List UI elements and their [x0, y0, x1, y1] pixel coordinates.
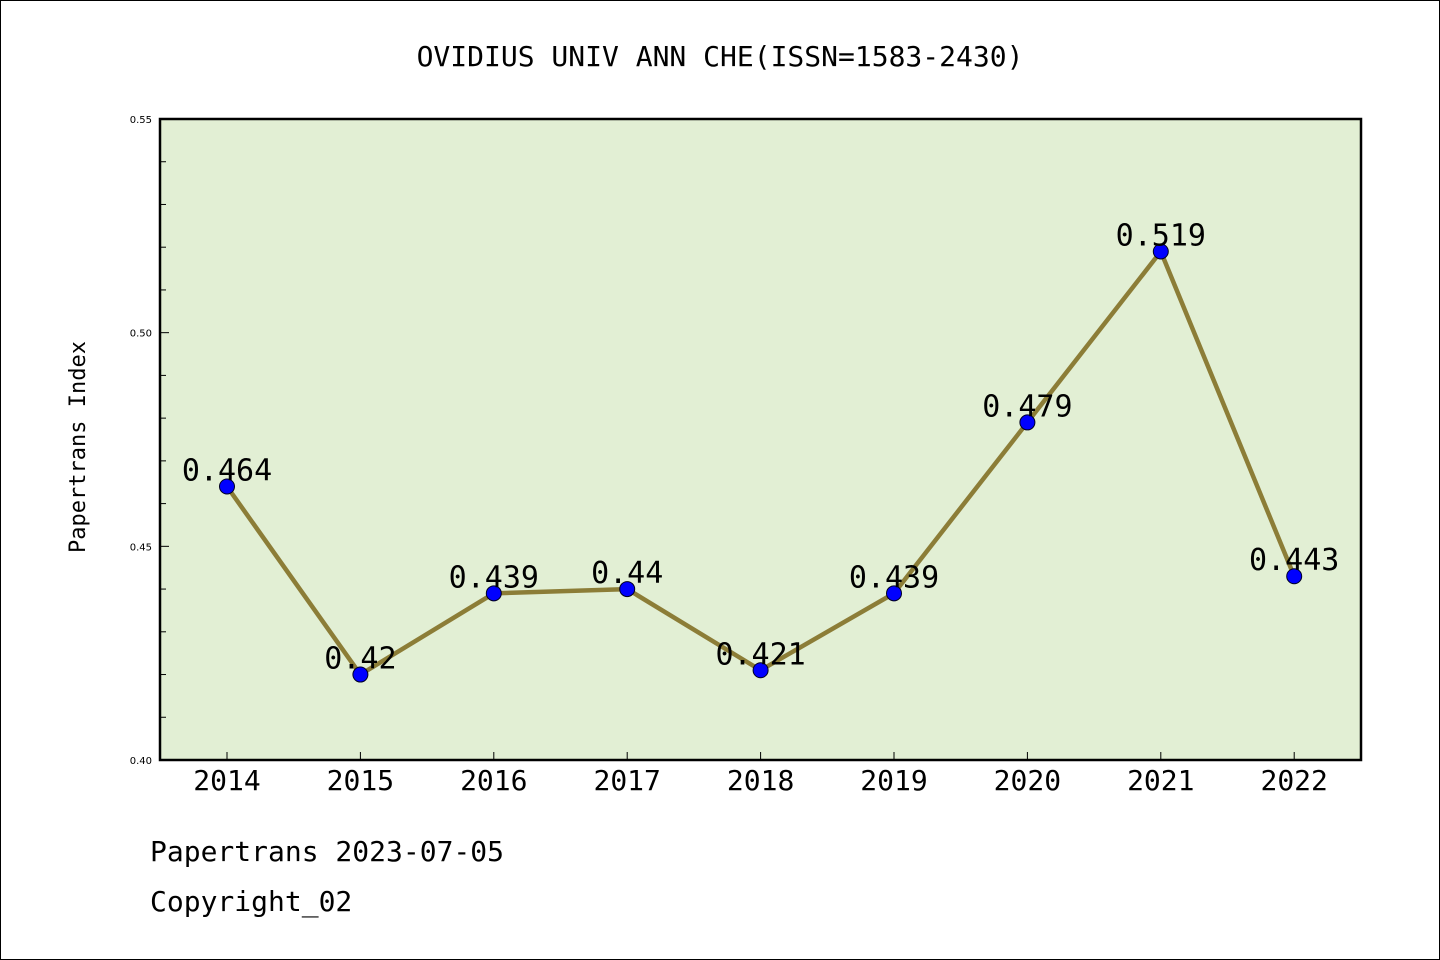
data-point-marker — [485, 585, 502, 602]
data-labels: 0.464 0.42 0.439 0.44 0.421 0.439 0.479 0.519 0.… — [182, 218, 1340, 676]
data-label: 0.464 — [182, 454, 272, 489]
chart-title: OVIDIUS UNIV ANN CHE(ISSN=1583-2430) — [417, 40, 1024, 73]
x-tick-label: 2020 — [994, 764, 1061, 797]
data-point-marker — [1286, 568, 1303, 585]
footer-date: Papertrans 2023-07-05 — [150, 835, 505, 868]
data-label: 0.44 — [591, 556, 663, 591]
x-axis-ticks — [226, 752, 1295, 760]
footer-copyright: Copyright_02 — [150, 885, 353, 918]
series-markers — [219, 243, 1303, 683]
y-axis-ticks — [160, 118, 169, 761]
plot-area — [158, 117, 1363, 762]
data-point-marker — [1019, 414, 1036, 431]
y-axis-tick-labels: 0.40 0.45 0.50 0.55 — [130, 115, 152, 767]
data-point-marker — [886, 585, 902, 602]
x-tick-label: 2021 — [1127, 764, 1194, 797]
y-tick-label: 0.55 — [130, 115, 152, 126]
data-label: 0.439 — [449, 560, 539, 595]
data-label: 0.479 — [982, 389, 1072, 424]
data-point-marker — [752, 662, 769, 679]
data-label: 0.421 — [715, 637, 805, 672]
x-tick-label: 2018 — [727, 764, 794, 797]
y-tick-label: 0.40 — [130, 756, 152, 767]
data-label: 0.439 — [849, 560, 939, 595]
x-tick-label: 2014 — [193, 764, 260, 797]
x-tick-label: 2019 — [860, 764, 927, 797]
data-point-marker — [1152, 243, 1169, 260]
data-point-marker — [619, 581, 636, 598]
x-tick-label: 2015 — [327, 764, 394, 797]
x-axis-tick-labels: 2014 2015 2016 2017 2018 2019 2020 2021 2022 — [193, 764, 1328, 797]
data-label: 0.443 — [1249, 543, 1339, 578]
x-tick-label: 2017 — [593, 764, 660, 797]
data-label: 0.42 — [324, 642, 396, 677]
x-tick-label: 2022 — [1260, 764, 1327, 797]
data-point-marker — [219, 478, 235, 495]
y-tick-label: 0.45 — [130, 542, 152, 553]
data-point-marker — [352, 666, 369, 683]
y-tick-label: 0.50 — [130, 329, 152, 340]
x-tick-label: 2016 — [460, 764, 527, 797]
y-axis-label: Papertrans Index — [66, 341, 91, 553]
data-label: 0.519 — [1116, 218, 1206, 253]
